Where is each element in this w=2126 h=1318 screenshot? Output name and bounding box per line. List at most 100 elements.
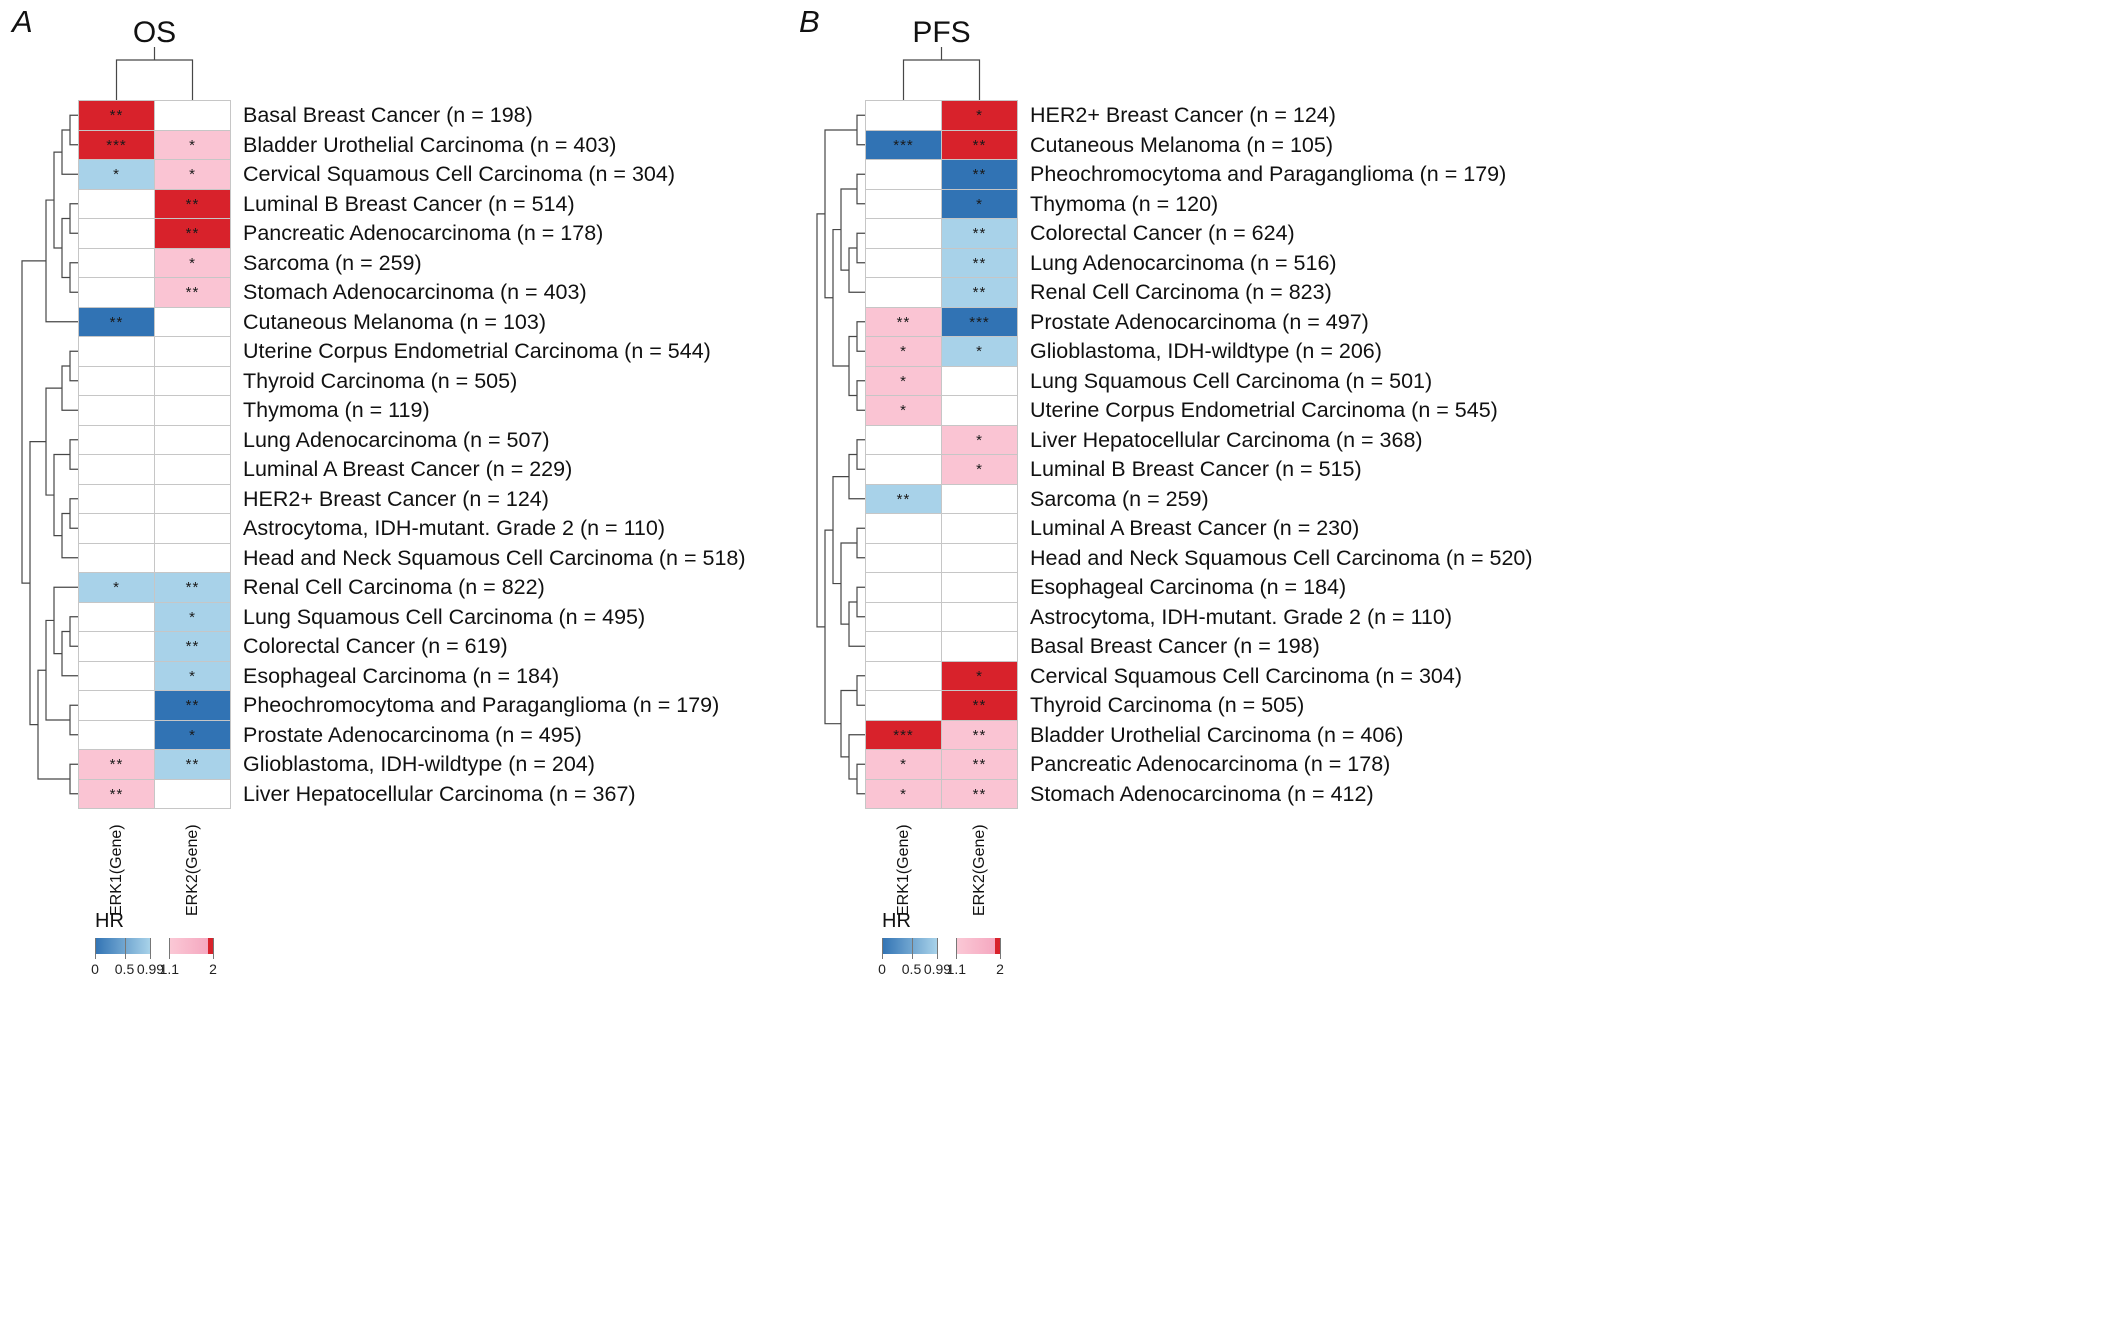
legend-tick [956,938,958,959]
heatmap-cell: * [942,337,1017,366]
heatmap-cell [866,219,941,248]
legend-tick-label: 0.5 [901,961,922,977]
heatmap-cell [942,543,1017,572]
row-label: Sarcoma (n = 259) [1030,486,1209,511]
heatmap-cell: * [942,661,1017,690]
row-label: Thyroid Carcinoma (n = 505) [243,368,518,393]
heatmap-cell [942,514,1017,543]
heatmap-cell [866,101,941,130]
heatmap-cell [942,484,1017,513]
col-label-erk1: ERK1(Gene) [108,824,125,916]
heatmap-cell [155,455,230,484]
row-label: HER2+ Breast Cancer (n = 124) [243,486,549,511]
heatmap-cell: *** [866,130,941,159]
heatmap-cell [866,573,941,602]
legend-tick [169,938,171,959]
row-label: Bladder Urothelial Carcinoma (n = 406) [1030,722,1404,747]
row-label: Cutaneous Melanoma (n = 103) [243,309,546,334]
heatmap-cell: * [942,101,1017,130]
legend-gradient-segment [95,938,151,954]
row-label: Liver Hepatocellular Carcinoma (n = 368) [1030,427,1423,452]
heatmap-cell [79,484,154,513]
row-label: Basal Breast Cancer (n = 198) [243,103,533,127]
heatmap-cell: * [79,160,154,189]
column-dendrogram [115,47,194,100]
row-label: Luminal A Breast Cancer (n = 229) [243,457,573,481]
row-label: Thymoma (n = 119) [243,398,430,422]
heatmap-cell [866,514,941,543]
legend-tick [213,938,214,959]
legend-gradient-segment [956,938,996,954]
legend-tick [150,938,152,959]
heatmap-cell: * [942,425,1017,454]
heatmap-cell: * [155,248,230,277]
row-label: Cervical Squamous Cell Carcinoma (n = 30… [1030,663,1462,688]
heatmap-cell: * [942,189,1017,218]
heatmap-cell [155,543,230,572]
row-label: Cutaneous Melanoma (n = 105) [1030,132,1333,157]
heatmap-cell: ** [155,691,230,720]
heatmap-cell [155,779,230,808]
row-label: Astrocytoma, IDH-mutant. Grade 2 (n = 11… [243,516,666,540]
hr-legend: HR 0 0.5 0.99 1.1 2 [91,910,235,977]
heatmap-cell: * [155,602,230,631]
hr-legend: HR 0 0.5 0.99 1.1 2 [878,910,1022,977]
row-label: HER2+ Breast Cancer (n = 124) [1030,103,1336,127]
panel-os: A OS ** *** * * * ** ** * ** ** * ** * ** * ** * ** ** ** B… [0,0,787,1318]
heatmap-cell [155,484,230,513]
heatmap-cell: ** [942,278,1017,307]
heatmap-cell [155,396,230,425]
heatmap-cell [942,602,1017,631]
heatmap-cell [155,425,230,454]
heatmap-cell [866,661,941,690]
heatmap-cell [79,425,154,454]
heatmap-cell: ** [155,632,230,661]
heatmap-cell: ** [79,101,154,130]
legend-title: HR [882,910,911,932]
legend-gradient-segment [208,938,213,954]
legend-gradient-segment [995,938,1000,954]
heatmap-cell: ** [942,248,1017,277]
row-label: Glioblastoma, IDH-wildtype (n = 206) [1030,339,1382,363]
legend-tick-label: 0 [91,961,99,977]
row-label: Thyroid Carcinoma (n = 505) [1030,693,1305,717]
heatmap-cell [79,337,154,366]
heatmap-cell: * [155,130,230,159]
heatmap-cell [155,366,230,395]
row-label: Pheochromocytoma and Paraganglioma (n = … [243,693,720,717]
row-label: Lung Squamous Cell Carcinoma (n = 501) [1030,368,1433,393]
panel-letter: B [799,4,820,39]
heatmap-cell: ** [942,720,1017,749]
row-label: Luminal B Breast Cancer (n = 514) [243,191,575,216]
legend-tick-label: 0.99 [923,961,952,977]
heatmap-cell: *** [79,130,154,159]
legend-tick [95,938,96,959]
panel-title: PFS [912,16,971,49]
heatmap-cell [155,101,230,130]
heatmap-cell [942,632,1017,661]
row-label: Cervical Squamous Cell Carcinoma (n = 30… [243,162,675,186]
heatmap-cell: ** [155,219,230,248]
heatmap-cell: ** [155,278,230,307]
heatmap-cell: ** [155,750,230,779]
row-label: Esophageal Carcinoma (n = 184) [243,663,560,688]
row-label: Stomach Adenocarcinoma (n = 403) [243,280,587,304]
row-label: Pheochromocytoma and Paraganglioma (n = … [1030,162,1507,186]
col-label-erk2: ERK2(Gene) [971,824,988,916]
legend-tick [124,938,126,959]
row-label: Prostate Adenocarcinoma (n = 495) [243,722,582,747]
legend-tick-label: 2 [996,961,1004,977]
heatmap-cell [866,160,941,189]
row-label: Bladder Urothelial Carcinoma (n = 403) [243,132,617,157]
row-label: Renal Cell Carcinoma (n = 823) [1030,280,1332,304]
row-label: Luminal A Breast Cancer (n = 230) [1030,516,1360,540]
heatmap-cell [866,543,941,572]
heatmap-cell: * [155,661,230,690]
row-label: Stomach Adenocarcinoma (n = 412) [1030,781,1374,806]
heatmap-cell [79,602,154,631]
heatmap-cell: ** [942,779,1017,808]
heatmap-cell: ** [866,307,941,336]
panel-letter: A [12,4,33,39]
heatmap-cell [79,455,154,484]
